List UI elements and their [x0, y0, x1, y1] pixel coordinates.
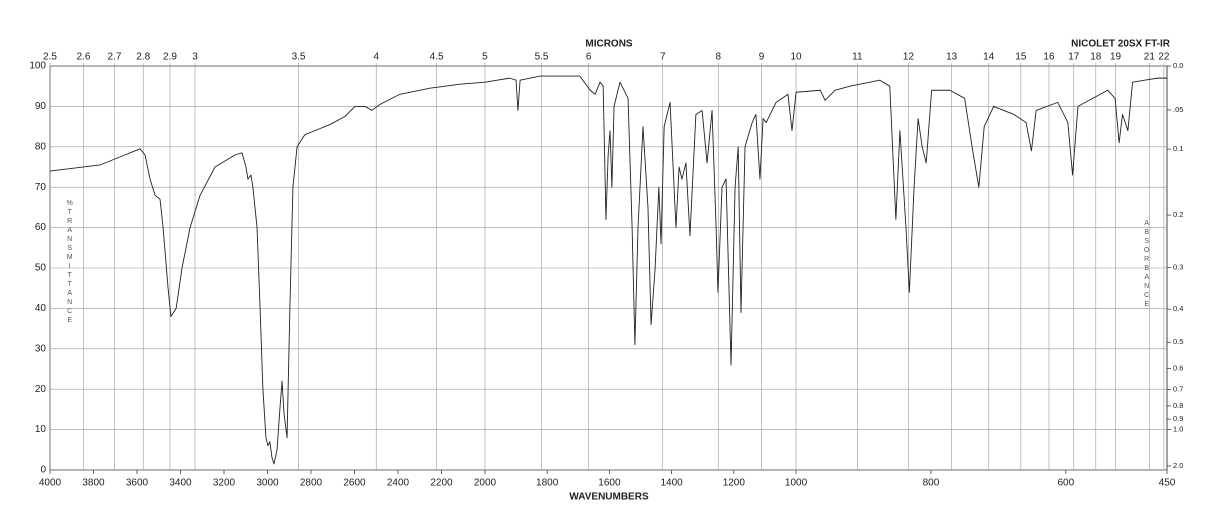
y2-tick-label: 0.5: [1173, 337, 1183, 346]
y2-tick-label: .05: [1173, 105, 1183, 114]
y2-tick-label: 0.9: [1173, 414, 1183, 423]
x-tick-label: 3400: [169, 478, 192, 489]
x-tick-label: 1000: [785, 478, 808, 489]
y-tick-label: 90: [35, 101, 47, 112]
x-tick-label: 450: [1159, 478, 1176, 489]
y-tick-label: 100: [29, 61, 46, 72]
y-tick-label: 30: [35, 343, 47, 354]
x2-tick-label: 18: [1090, 52, 1102, 63]
y2-tick-label: 0.2: [1173, 210, 1183, 219]
y-tick-label: 50: [35, 263, 47, 274]
x-tick-label: 1200: [723, 478, 746, 489]
x-tick-label: 4000: [39, 478, 62, 489]
x-tick-label: 2200: [430, 478, 453, 489]
x2-tick-label: 12: [903, 52, 915, 63]
y-tick-label: 40: [35, 303, 47, 314]
x2-tick-label: 2.7: [107, 52, 121, 63]
y2-tick-label: 0.8: [1173, 401, 1183, 410]
x-tick-label: 800: [923, 478, 940, 489]
y-tick-label: 80: [35, 141, 47, 152]
x2-tick-label: 4.5: [430, 52, 444, 63]
x2-tick-label: 9: [759, 52, 765, 63]
y-tick-label: 70: [35, 182, 47, 193]
y-axis-title: %TRANSMITTANCE: [66, 200, 73, 326]
x2-tick-label: 2.6: [77, 52, 91, 63]
x-tick-label: 3800: [82, 478, 105, 489]
x-tick-label: 1600: [598, 478, 621, 489]
y2-tick-label: 1.0: [1173, 425, 1183, 434]
y2-tick-label: 0.7: [1173, 384, 1183, 393]
y2-axis-title: ABSORBANCE: [1143, 220, 1150, 310]
x2-tick-label: 2.8: [136, 52, 150, 63]
y2-tick-label: 0.1: [1173, 144, 1183, 153]
x2-tick-label: 15: [1015, 52, 1027, 63]
x-tick-label: 2000: [474, 478, 497, 489]
y2-tick-label: 2.0: [1173, 461, 1183, 470]
y2-tick-label: 0.3: [1173, 263, 1183, 272]
y2-tick-label: 0.0: [1173, 61, 1183, 70]
x2-tick-label: 3.5: [292, 52, 306, 63]
x2-tick-label: 17: [1068, 52, 1080, 63]
x2-tick-label: 22: [1158, 52, 1170, 63]
x2-tick-label: 16: [1043, 52, 1055, 63]
x-tick-label: 3200: [213, 478, 236, 489]
x2-tick-label: 3: [192, 52, 198, 63]
x2-tick-label: 5: [482, 52, 488, 63]
x-tick-label: 2600: [343, 478, 366, 489]
annotation: NICOLET 20SX FT-IR: [1071, 39, 1171, 50]
x2-tick-label: 2.9: [163, 52, 177, 63]
x2-tick-label: 4: [373, 52, 379, 63]
spectrum-line: [49, 75, 1167, 465]
x2-tick-label: 13: [946, 52, 958, 63]
x2-tick-label: 5.5: [535, 52, 549, 63]
y-tick-label: 10: [35, 424, 47, 435]
x2-tick-label: 11: [852, 52, 863, 63]
x-tick-label: 3000: [256, 478, 279, 489]
x2-tick-label: 2.5: [43, 52, 57, 63]
x2-tick-label: 10: [790, 52, 802, 63]
y-tick-label: 60: [35, 222, 47, 233]
x2-tick-label: 7: [660, 52, 666, 63]
y2-tick-label: 0.6: [1173, 364, 1183, 373]
x2-tick-label: 19: [1110, 52, 1122, 63]
x2-tick-label: 14: [983, 52, 995, 63]
x2-axis-title: MICRONS: [585, 39, 633, 50]
x-tick-label: 1800: [536, 478, 559, 489]
x2-tick-label: 6: [586, 52, 592, 63]
y-tick-label: 20: [35, 384, 47, 395]
y2-tick-label: 0.4: [1173, 304, 1183, 313]
x2-tick-label: 21: [1144, 52, 1156, 63]
y-tick-label: 0: [40, 465, 46, 476]
x2-tick-label: 8: [715, 52, 721, 63]
x-tick-label: 600: [1057, 478, 1074, 489]
x-tick-label: 3600: [126, 478, 149, 489]
x-axis-title: WAVENUMBERS: [569, 492, 649, 503]
x-tick-label: 2400: [387, 478, 410, 489]
x-tick-label: 1400: [660, 478, 683, 489]
x-tick-label: 2800: [300, 478, 323, 489]
